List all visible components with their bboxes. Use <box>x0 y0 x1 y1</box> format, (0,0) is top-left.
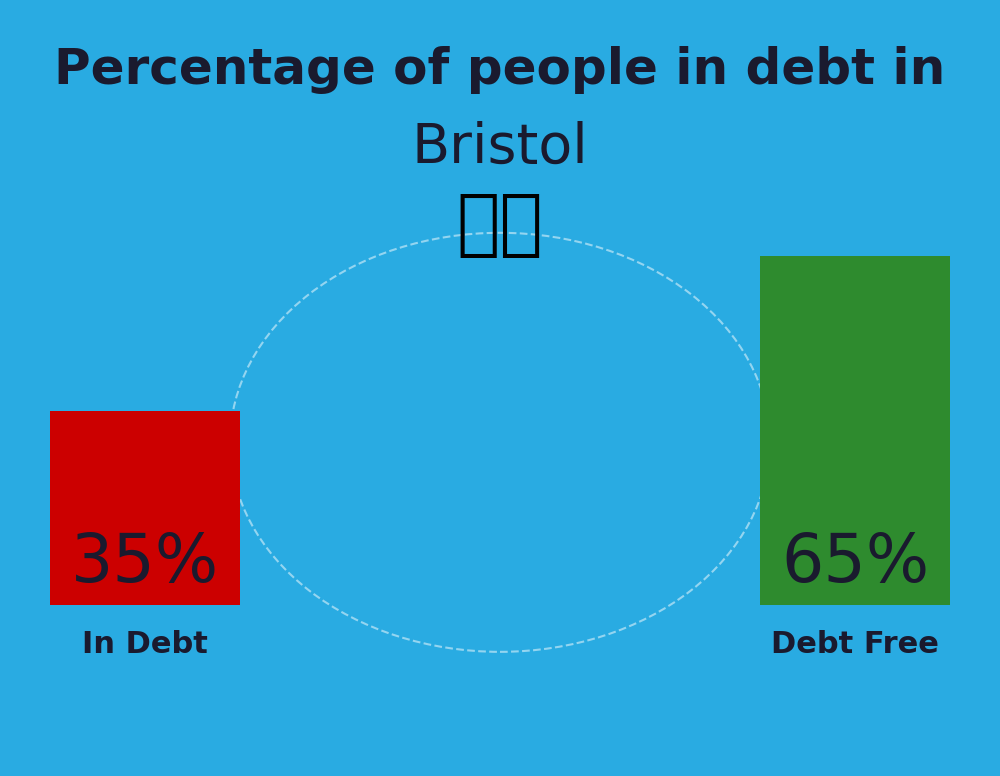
Text: 65%: 65% <box>781 529 929 596</box>
Text: 35%: 35% <box>71 529 219 596</box>
Text: In Debt: In Debt <box>82 629 208 659</box>
Text: 🇬🇧: 🇬🇧 <box>457 191 543 259</box>
FancyBboxPatch shape <box>760 256 950 605</box>
Text: Percentage of people in debt in: Percentage of people in debt in <box>54 46 946 94</box>
Text: Bristol: Bristol <box>412 120 588 175</box>
Text: Debt Free: Debt Free <box>771 629 939 659</box>
FancyBboxPatch shape <box>50 411 240 605</box>
